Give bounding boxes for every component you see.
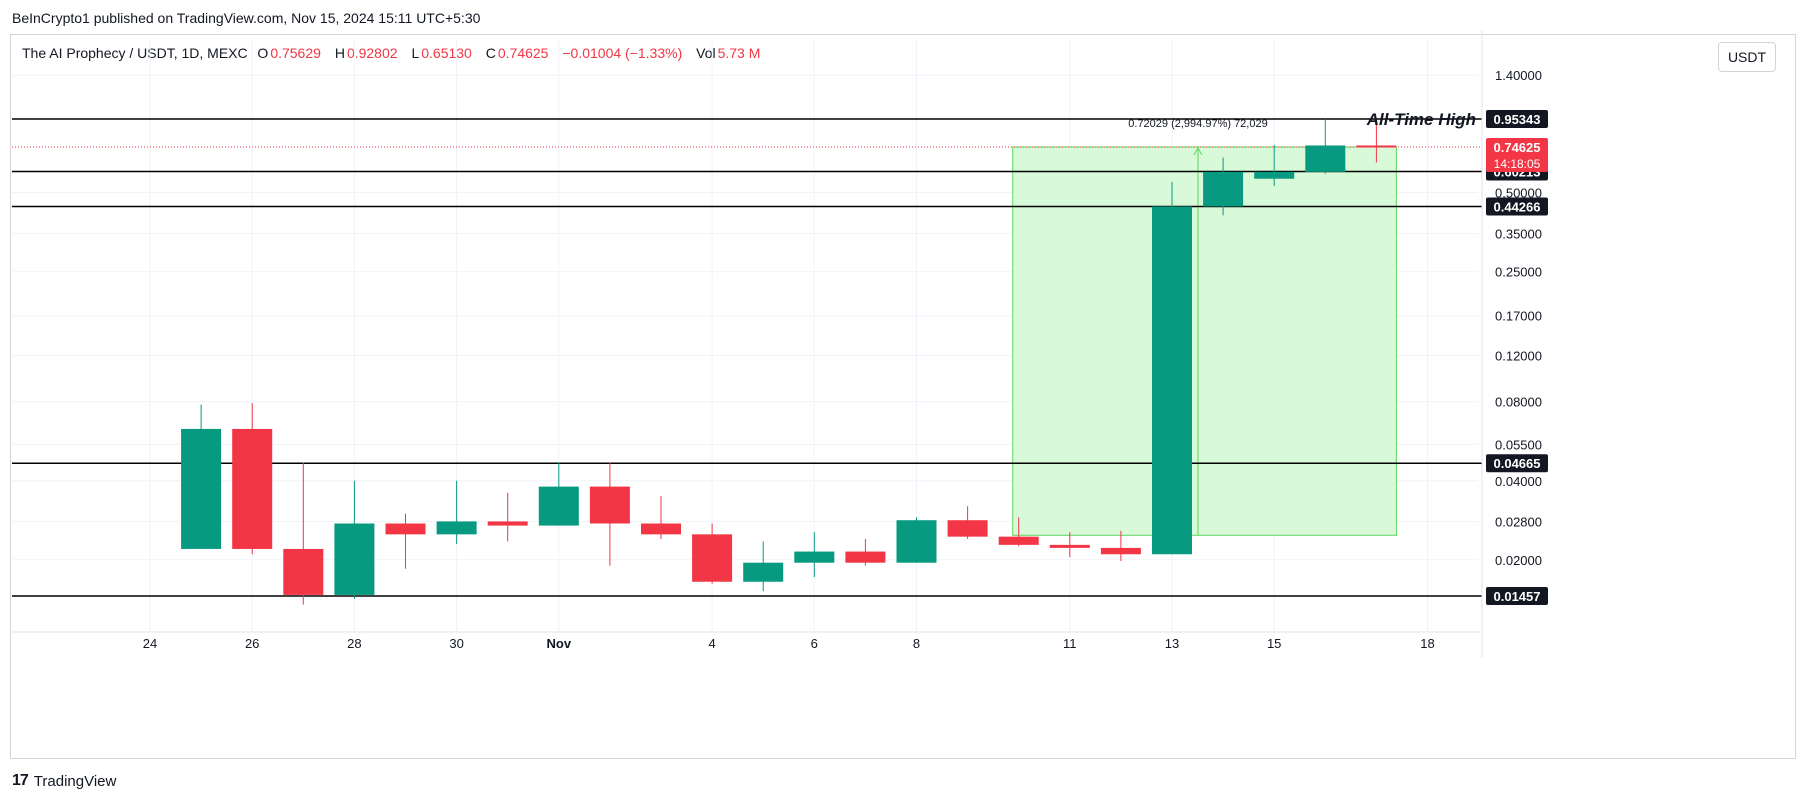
close-value: 0.74625 <box>497 45 549 61</box>
tradingview-logo-icon: 17 <box>12 772 29 789</box>
high-label: H <box>334 45 345 61</box>
volume-label: Vol <box>696 45 716 61</box>
close-label: C <box>485 45 496 61</box>
tradingview-wordmark: TradingView <box>33 772 117 790</box>
currency-button[interactable]: USDT <box>1718 42 1776 72</box>
symbol-legend: The AI Prophecy / USDT, 1D, MEXC O 0.7562… <box>22 45 770 61</box>
open-label: O <box>257 45 269 61</box>
change-value: −0.01004 (−1.33%) <box>562 45 683 61</box>
volume-value: 5.73 M <box>717 45 761 61</box>
open-value: 0.75629 <box>270 45 321 61</box>
symbol-title[interactable]: The AI Prophecy / USDT, 1D, MEXC <box>22 45 248 61</box>
publisher-line: BeInCrypto1 published on TradingView.com… <box>12 10 481 26</box>
footer-brand: 17 TradingView <box>12 772 116 790</box>
high-value: 0.92802 <box>346 45 398 61</box>
chart-frame <box>10 34 1796 759</box>
low-label: L <box>411 45 420 61</box>
low-value: 0.65130 <box>421 45 472 61</box>
